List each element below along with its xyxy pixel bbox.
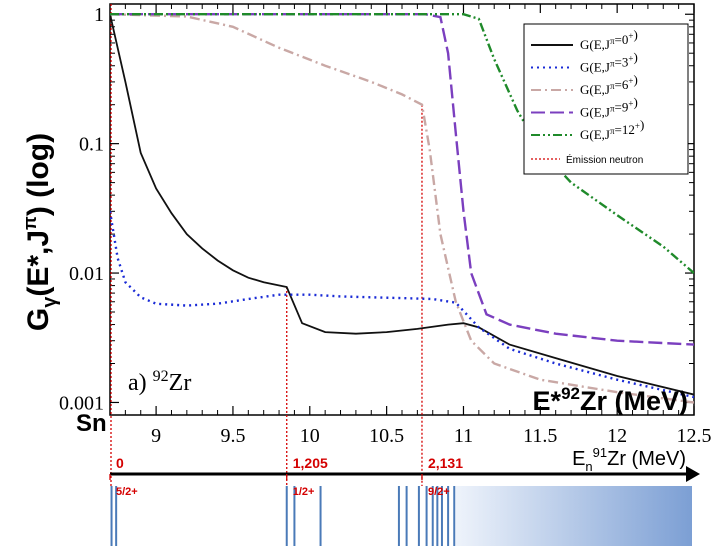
spin-label: 9/2+ (428, 486, 450, 498)
x-tick-label: 11.5 (523, 425, 557, 447)
x-tick-label: 12.5 (677, 425, 712, 447)
level-energy-label: 0 (116, 455, 124, 471)
x-tick-label: 10.5 (369, 425, 404, 447)
svg-text:Gγ(E*,Jπ) (log): Gγ(E*,Jπ) (log) (20, 133, 61, 331)
y-tick-label: 0.01 (69, 263, 104, 285)
x-tick-label: 9 (151, 425, 161, 447)
continuum-band (456, 486, 692, 546)
x-tick-label: 10 (300, 425, 320, 447)
legend-label-neutron: Émission neutron (566, 153, 643, 166)
panel-label: a) 92Zr (128, 368, 191, 396)
spin-label: 1/2+ (293, 486, 315, 498)
neutron-axis-label: En91Zr (MeV) (572, 445, 686, 474)
level-scheme (112, 486, 692, 546)
x-tick-label: 9.5 (220, 425, 245, 447)
x-axis-label: E*92Zr (MeV) (533, 384, 688, 416)
series-line-1 (110, 211, 694, 397)
y-tick-label: 1 (94, 4, 104, 26)
y-tick-label: 0.1 (79, 134, 104, 156)
neutron-emission-lines (111, 4, 422, 486)
sn-label: Sn (76, 410, 107, 437)
level-energy-label: 2,131 (428, 455, 463, 471)
y-axis-label: Gγ(E*,Jπ) (log) (20, 133, 61, 331)
x-tick-label: 12 (607, 425, 627, 447)
x-tick-label: 11 (454, 425, 473, 447)
spin-label: 5/2+ (116, 486, 138, 498)
legend: G(E,Jπ=0+)G(E,Jπ=3+)G(E,Jπ=6+)G(E,Jπ=9+)… (524, 24, 688, 174)
level-energy-label: 1,205 (293, 455, 328, 471)
